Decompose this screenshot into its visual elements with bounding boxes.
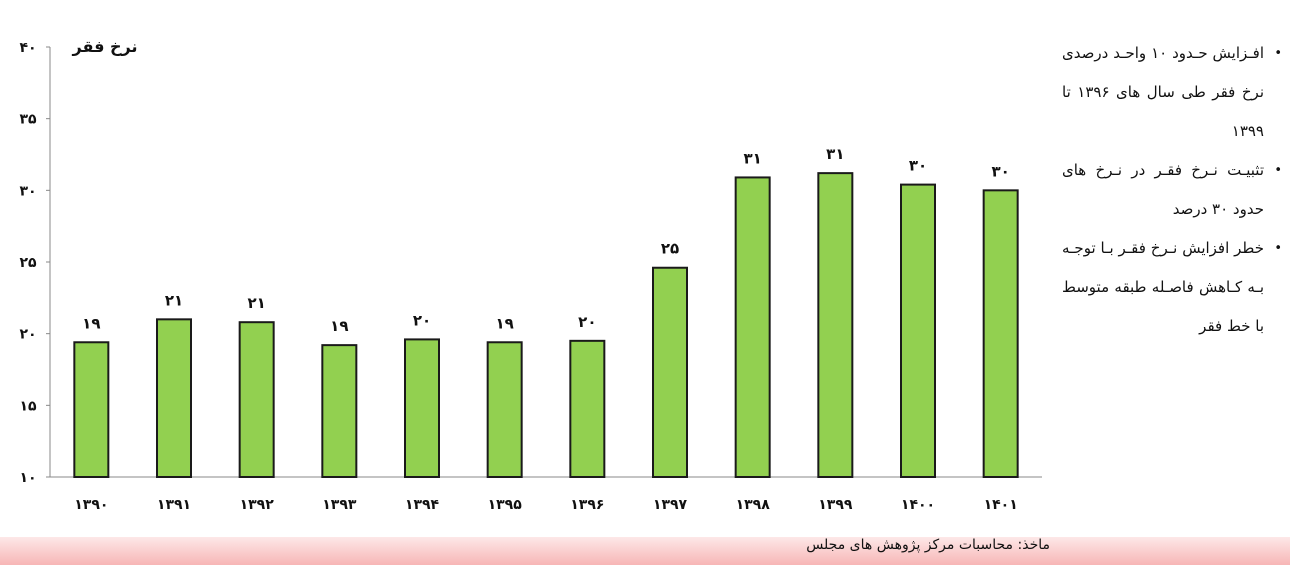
- x-tick-label: ۱۳۹۶: [570, 497, 604, 513]
- x-tick-label: ۱۴۰۰: [901, 497, 935, 513]
- y-tick-label: ۱۰: [19, 470, 36, 486]
- bar-4: [404, 338, 440, 478]
- data-label: ۳۱: [826, 145, 844, 163]
- bar-1: [156, 318, 192, 479]
- source-note: ماخذ: محاسبات مرکز پژوهش های مجلس: [806, 537, 1050, 553]
- bullet-item: خطر افزایش نـرخ فقـر بـا توجـه بـه کـاهش…: [1062, 229, 1282, 346]
- y-tick-label: ۳۰: [19, 183, 36, 199]
- y-tick-label: ۲۵: [19, 255, 37, 271]
- bar-3: [321, 344, 358, 478]
- x-tick-label: ۱۳۹۰: [74, 497, 108, 513]
- data-label: ۱۹: [82, 314, 100, 332]
- x-tick-label: ۱۳۹۵: [488, 497, 523, 513]
- poverty-rate-bar-chart: ۱۰ ۱۵ ۲۰ ۲۵ ۳۰ ۳۵ ۴۰ نرخ فقر ۱۹ ۱۳۹۰ ۲۱ ۱۳۹۱ ۲۱ ۱۳۹۲ ۱…: [19, 37, 1042, 513]
- bullet-item: افـزایش حـدود ۱۰ واحـد درصدی نرخ فقر طی …: [1062, 34, 1282, 151]
- bar-5: [486, 341, 523, 478]
- footer-band: [0, 537, 1290, 565]
- data-label: ۳۰: [992, 162, 1010, 180]
- bar-11: [982, 189, 1019, 478]
- x-tick-label: ۱۴۰۱: [984, 497, 1018, 513]
- data-label: ۱۹: [330, 317, 348, 335]
- data-label: ۳۱: [744, 149, 762, 167]
- x-tick-label: ۱۳۹۸: [736, 497, 771, 513]
- bar-9: [817, 172, 854, 478]
- bar-2: [238, 321, 275, 479]
- bullet-list: افـزایش حـدود ۱۰ واحـد درصدی نرخ فقر طی …: [1062, 34, 1282, 346]
- y-tick-label: ۳۵: [19, 112, 37, 128]
- x-tick-label: ۱۳۹۹: [818, 497, 853, 513]
- x-tick-label: ۱۳۹۲: [240, 497, 275, 513]
- bar-6: [569, 339, 606, 479]
- data-label: ۳۰: [909, 157, 927, 175]
- y-axis-label: نرخ فقر: [71, 37, 137, 56]
- data-label: ۲۰: [578, 313, 596, 331]
- x-tick-label: ۱۳۹۴: [405, 497, 440, 513]
- y-tick-label: ۱۵: [19, 398, 37, 414]
- bar-8: [734, 176, 771, 479]
- y-tick-label: ۲۰: [19, 327, 36, 343]
- x-tick-label: ۱۳۹۳: [322, 497, 357, 513]
- bar-7: [652, 266, 688, 478]
- data-label: ۱۹: [496, 314, 514, 332]
- data-label: ۲۱: [165, 291, 183, 309]
- bar-0: [73, 341, 110, 478]
- data-label: ۲۰: [413, 311, 431, 329]
- data-label: ۲۵: [661, 240, 679, 258]
- data-label: ۲۱: [248, 294, 266, 312]
- x-tick-label: ۱۳۹۷: [653, 497, 688, 513]
- y-tick-label: ۴۰: [19, 40, 36, 56]
- x-tick-label: ۱۳۹۱: [157, 497, 191, 513]
- bullet-item: تثبیـت نـرخ فقـر در نـرخ های حدود ۳۰ درص…: [1062, 151, 1282, 229]
- bar-10: [900, 183, 936, 478]
